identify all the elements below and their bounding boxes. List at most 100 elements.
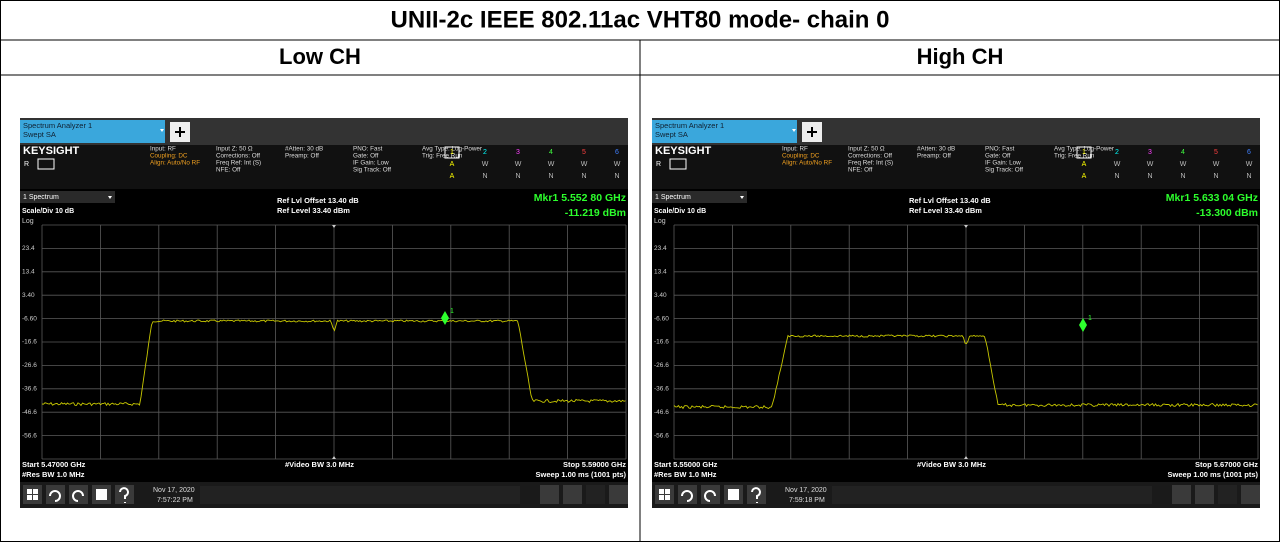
y-tick-label: 3.40 [22, 292, 35, 299]
y-tick-label: -6.60 [22, 315, 37, 322]
y-tick-label: -16.6 [654, 339, 669, 346]
taskbar-button[interactable] [23, 485, 42, 504]
trace-number: 5 [582, 149, 586, 156]
tab-arrow [792, 129, 796, 132]
add-tab-button[interactable] [802, 122, 822, 142]
taskbar-button[interactable] [1241, 485, 1260, 504]
taskbar-button[interactable] [563, 485, 582, 504]
taskbar-button[interactable] [586, 485, 605, 504]
mode-letter: R [24, 161, 29, 168]
res-bw: #Res BW 1.0 MHz [654, 470, 717, 479]
trace-number: 2 [1115, 149, 1119, 156]
status-text: Sig Track: Off [985, 167, 1023, 174]
time: 7:59:18 PM [789, 497, 825, 504]
status-text: Align: Auto/No RF [782, 160, 832, 167]
marker-id: 1 [450, 308, 454, 315]
marker-value: -11.219 dBm [565, 207, 626, 219]
taskbar-button[interactable] [69, 485, 88, 504]
tab-subtitle: Swept SA [655, 130, 688, 139]
status-area [832, 486, 1152, 504]
tab-subtitle: Swept SA [23, 130, 56, 139]
column-header: High CH [917, 44, 1004, 69]
dropdown-arrow [740, 196, 744, 199]
tab [652, 120, 797, 143]
taskbar-button[interactable] [701, 485, 720, 504]
date: Nov 17, 2020 [785, 487, 827, 494]
status-text: Input: RF [150, 146, 176, 153]
trace-type: W [614, 161, 621, 168]
trace-number: 6 [1247, 149, 1251, 156]
status-text: #Atten: 30 dB [285, 146, 323, 153]
windows-icon [659, 489, 670, 500]
trace-detector: N [614, 173, 619, 180]
trace-number: 4 [1181, 149, 1185, 156]
video-bw: #Video BW 3.0 MHz [917, 460, 986, 469]
y-tick-label: -26.6 [654, 362, 669, 369]
y-tick-label: -36.6 [654, 386, 669, 393]
windows-icon [27, 489, 38, 500]
trace-detector: N [1180, 173, 1185, 180]
trace [41, 319, 626, 407]
taskbar-button[interactable] [1195, 485, 1214, 504]
taskbar-button[interactable] [1172, 485, 1191, 504]
plus-icon [175, 127, 185, 137]
y-tick-label: -46.6 [654, 409, 669, 416]
marker-diamond [441, 311, 449, 325]
taskbar-button[interactable] [655, 485, 674, 504]
trace-type: W [581, 161, 588, 168]
trace-number: 3 [1148, 149, 1152, 156]
trace-detector: A [1082, 173, 1087, 180]
trace-detector: N [1246, 173, 1251, 180]
y-tick-label: -56.6 [654, 432, 669, 439]
y-tick-label: -46.6 [22, 409, 37, 416]
column-header: Low CH [279, 44, 361, 69]
trace-detector: N [548, 173, 553, 180]
start-freq: Start 5.47000 GHz [22, 460, 86, 469]
add-tab-button[interactable] [170, 122, 190, 142]
trace-type: W [1246, 161, 1253, 168]
taskbar-button[interactable] [609, 485, 628, 504]
status-text: Avg Type: Log-Power [1054, 146, 1114, 153]
window-selector [652, 191, 747, 203]
sweep: Sweep 1.00 ms (1001 pts) [1168, 470, 1259, 479]
status-text: Freq Ref: Int (S) [216, 160, 261, 167]
taskbar-button[interactable] [540, 485, 559, 504]
sweep: Sweep 1.00 ms (1001 pts) [536, 470, 627, 479]
status-text: Avg Type: Log-Power [422, 146, 482, 153]
status-text: Preamp: Off [285, 153, 319, 160]
status-text: Gate: Off [353, 153, 379, 160]
redo-icon [704, 490, 716, 502]
taskbar-button[interactable] [46, 485, 65, 504]
status-text: Preamp: Off [917, 153, 951, 160]
help-icon [751, 487, 761, 503]
mode-icon [669, 158, 687, 170]
trace-detector: A [450, 173, 455, 180]
window-label: 1 Spectrum [23, 194, 59, 201]
y-tick-label: 3.40 [654, 292, 667, 299]
mode-letter: R [656, 161, 661, 168]
scale-label: Scale/Div 10 dB [654, 208, 706, 215]
status-text: Input Z: 50 Ω [848, 146, 885, 153]
date: Nov 17, 2020 [153, 487, 195, 494]
status-text: Input: RF [782, 146, 808, 153]
tab-arrow [160, 129, 164, 132]
trace-number: 6 [615, 149, 619, 156]
y-tick-label: -36.6 [22, 386, 37, 393]
status-text: Corrections: Off [216, 153, 260, 160]
status-text: Sig Track: Off [353, 167, 391, 174]
status-area [200, 486, 520, 504]
ref-offset: Ref Lvl Offset 13.40 dB [277, 196, 359, 205]
help-icon [119, 487, 129, 503]
redo-icon [72, 490, 84, 502]
undo-icon [681, 490, 693, 502]
undo-icon [49, 490, 61, 502]
status-text: Corrections: Off [848, 153, 892, 160]
trace-type: W [1213, 161, 1220, 168]
taskbar-button[interactable] [678, 485, 697, 504]
taskbar-button[interactable] [1218, 485, 1237, 504]
trace-type: A [1082, 161, 1087, 168]
brand: KEYSIGHT [655, 145, 712, 157]
brand: KEYSIGHT [23, 145, 80, 157]
